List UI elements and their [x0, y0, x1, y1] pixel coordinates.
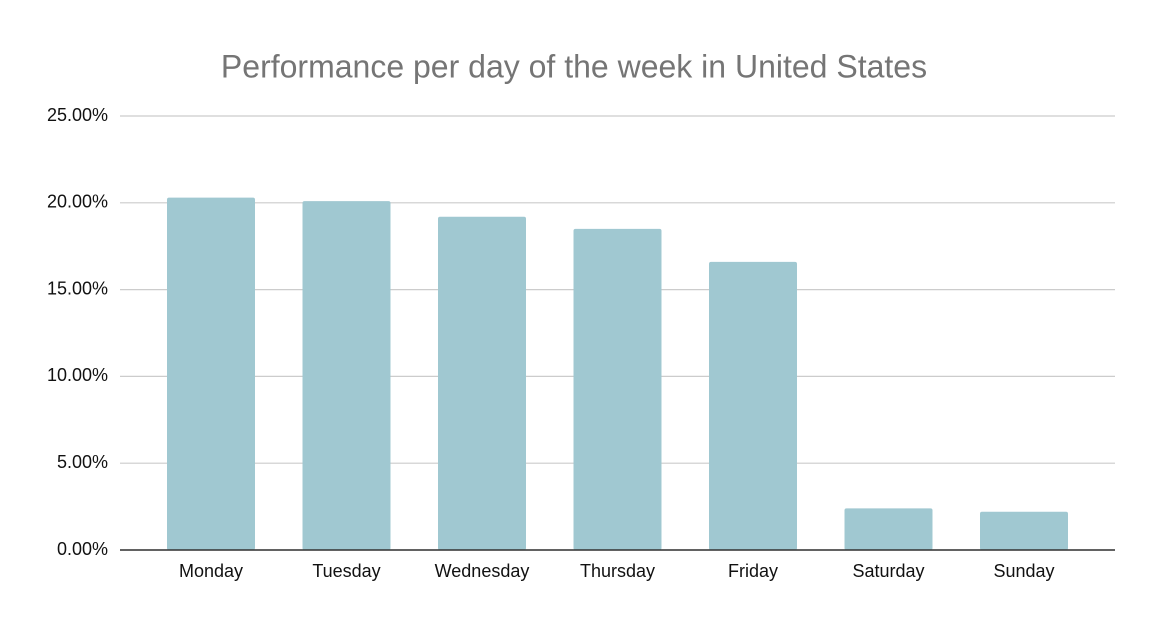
x-tick-label: Thursday — [580, 561, 655, 581]
x-tick-label: Tuesday — [312, 561, 380, 581]
x-tick-label: Friday — [728, 561, 778, 581]
y-tick-label: 10.00% — [47, 365, 108, 385]
bar — [844, 508, 933, 550]
x-tick-label: Monday — [179, 561, 243, 581]
y-tick-label: 15.00% — [47, 278, 108, 298]
bar — [167, 197, 255, 551]
y-tick-label: 5.00% — [57, 452, 108, 472]
bar — [980, 511, 1068, 550]
x-tick-label: Saturday — [852, 561, 924, 581]
y-tick-label: 25.00% — [47, 105, 108, 125]
bar — [709, 261, 797, 550]
x-tick-label: Wednesday — [435, 561, 530, 581]
x-tick-label: Sunday — [993, 561, 1054, 581]
y-tick-label: 20.00% — [47, 192, 108, 212]
bar — [438, 216, 526, 551]
y-tick-label: 0.00% — [57, 539, 108, 559]
bar — [573, 228, 662, 550]
bar — [302, 201, 391, 550]
chart-title: Performance per day of the week in Unite… — [221, 48, 927, 84]
